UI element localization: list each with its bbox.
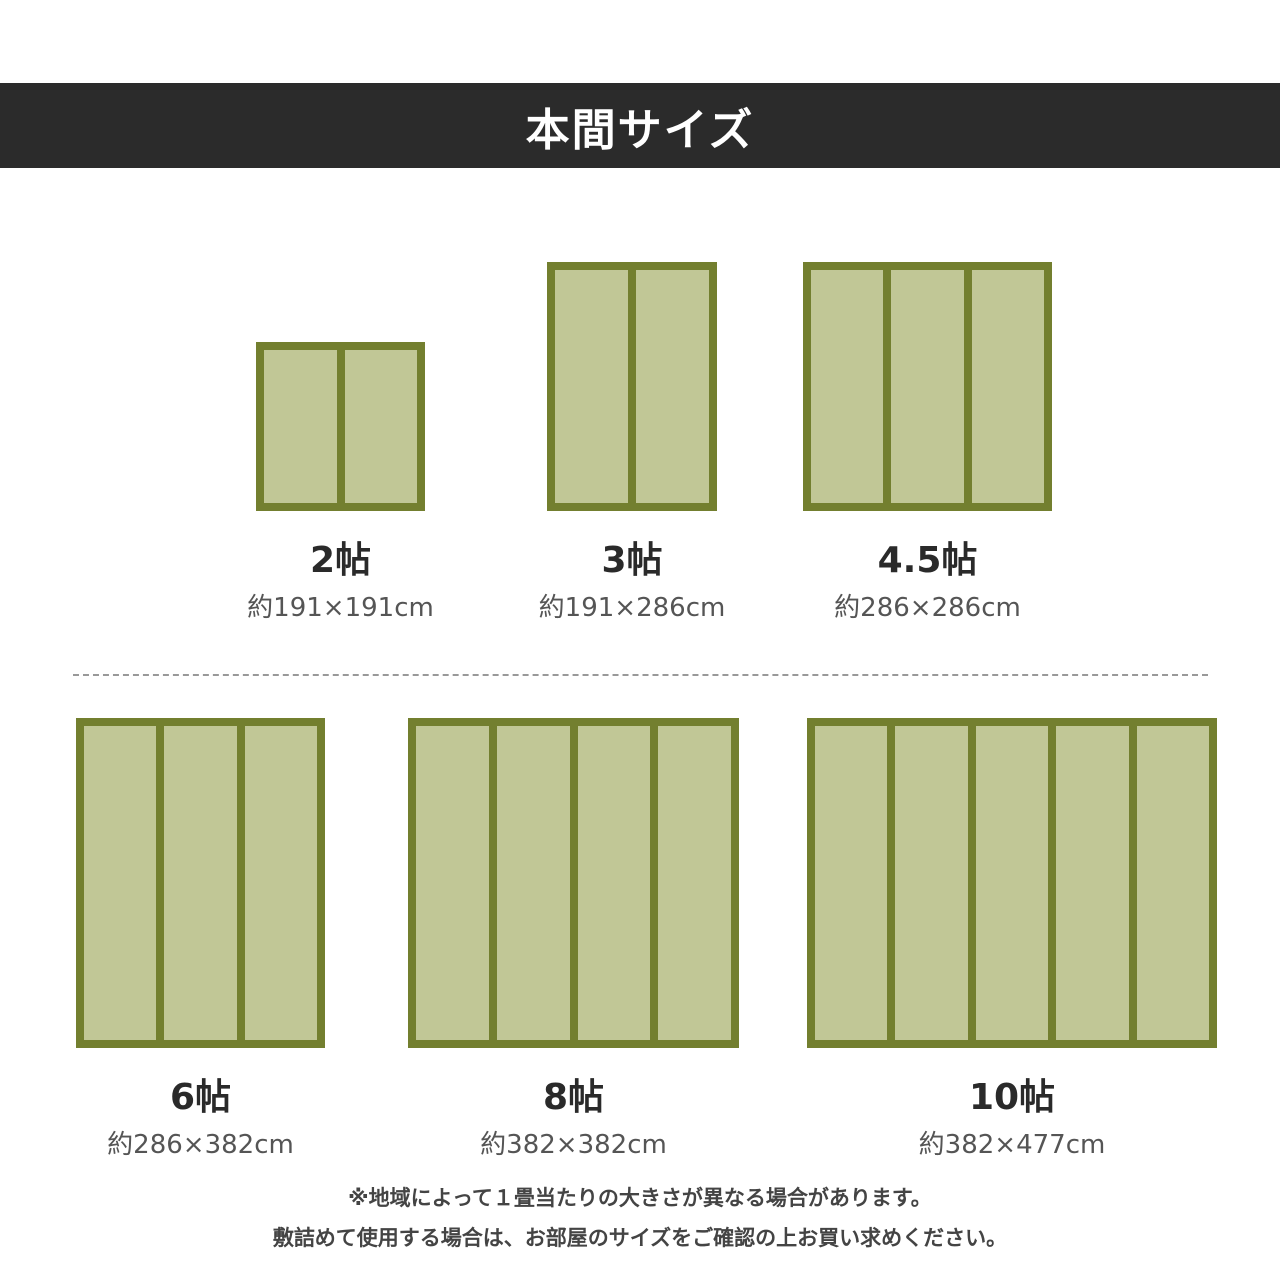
tatami-panel — [891, 270, 964, 503]
tatami-panel — [264, 350, 337, 503]
size-dimensions: 約286×382cm — [107, 1130, 294, 1160]
note-line-1: ※地域によって１畳当たりの大きさが異なる場合があります。 — [348, 1186, 932, 1210]
tatami-panel — [971, 270, 1044, 503]
tatami-panel — [1136, 726, 1210, 1040]
tatami-panel — [1056, 726, 1129, 1040]
tatami-panel — [555, 270, 628, 503]
size-name: 2帖 — [309, 540, 372, 581]
size-name: 10帖 — [968, 1077, 1056, 1118]
header-title: 本間サイズ — [525, 104, 755, 156]
tatami-panel — [895, 726, 968, 1040]
tatami-panel — [496, 726, 570, 1040]
tatami-panel — [416, 726, 489, 1040]
tatami-panel — [164, 726, 237, 1040]
section-header: 本間サイズ — [0, 83, 1280, 168]
tatami-panel — [84, 726, 157, 1040]
dashed-divider — [73, 674, 1208, 676]
note-line-2: 敷詰めて使用する場合は、お部屋のサイズをご確認の上お買い求めください。 — [272, 1226, 1008, 1250]
size-name: 6帖 — [169, 1077, 232, 1118]
tatami-layout-3 — [803, 262, 1052, 511]
size-name: 3帖 — [601, 540, 663, 581]
tatami-panel — [658, 726, 731, 1040]
tatami-panel — [636, 270, 709, 503]
size-name: 8帖 — [542, 1077, 605, 1118]
tatami-layout-2 — [547, 262, 717, 511]
tatami-panel — [975, 726, 1049, 1040]
size-dimensions: 約382×382cm — [480, 1130, 667, 1160]
tatami-panel — [244, 726, 317, 1040]
tatami-panel — [815, 726, 888, 1040]
tatami-panel — [344, 350, 417, 503]
size-dimensions: 約191×191cm — [247, 593, 434, 623]
tatami-layout-4 — [76, 718, 325, 1048]
tatami-layout-1 — [256, 342, 425, 511]
tatami-layout-5 — [408, 718, 739, 1048]
tatami-panel — [577, 726, 651, 1040]
size-dimensions: 約382×477cm — [918, 1130, 1106, 1160]
tatami-layout-6 — [807, 718, 1217, 1048]
size-name: 4.5帖 — [877, 540, 978, 581]
size-dimensions: 約286×286cm — [834, 593, 1021, 623]
tatami-panel — [811, 270, 884, 503]
size-dimensions: 約191×286cm — [538, 593, 726, 623]
